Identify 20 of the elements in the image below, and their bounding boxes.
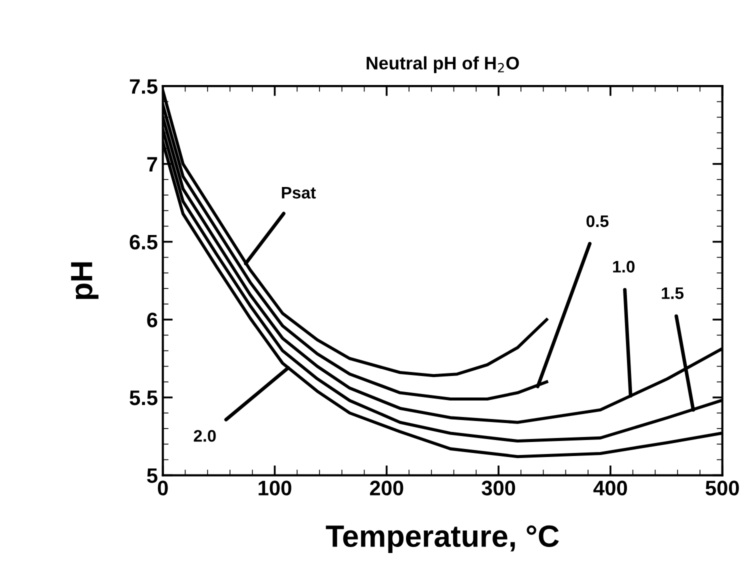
y-tick-label: 5.5 bbox=[130, 390, 158, 406]
y-axis-title: pH bbox=[71, 262, 98, 300]
x-tick-label: 300 bbox=[482, 480, 516, 496]
y-tick-label: 6.5 bbox=[130, 234, 158, 250]
chart-title: Neutral pH of H$_{2}$O bbox=[366, 56, 519, 74]
x-tick-label: 0 bbox=[158, 480, 168, 496]
x-tick-label: 200 bbox=[370, 480, 404, 496]
annotation: 1.0 bbox=[613, 260, 635, 273]
y-tick-label: 7 bbox=[147, 157, 158, 172]
annotation: 0.5 bbox=[586, 215, 609, 228]
annotation: 2.0 bbox=[194, 430, 216, 442]
x-tick-label: 500 bbox=[706, 480, 739, 496]
x-axis-title: Temperature, °C bbox=[326, 525, 559, 554]
y-tick-label: 6 bbox=[147, 312, 158, 328]
y-tick-label: 5 bbox=[147, 468, 158, 484]
annotation: Psat bbox=[282, 186, 316, 199]
x-tick-label: 400 bbox=[593, 480, 627, 496]
annotation: 1.5 bbox=[662, 287, 684, 300]
y-tick-label: 7.5 bbox=[130, 79, 158, 94]
x-tick-label: 100 bbox=[258, 480, 292, 496]
